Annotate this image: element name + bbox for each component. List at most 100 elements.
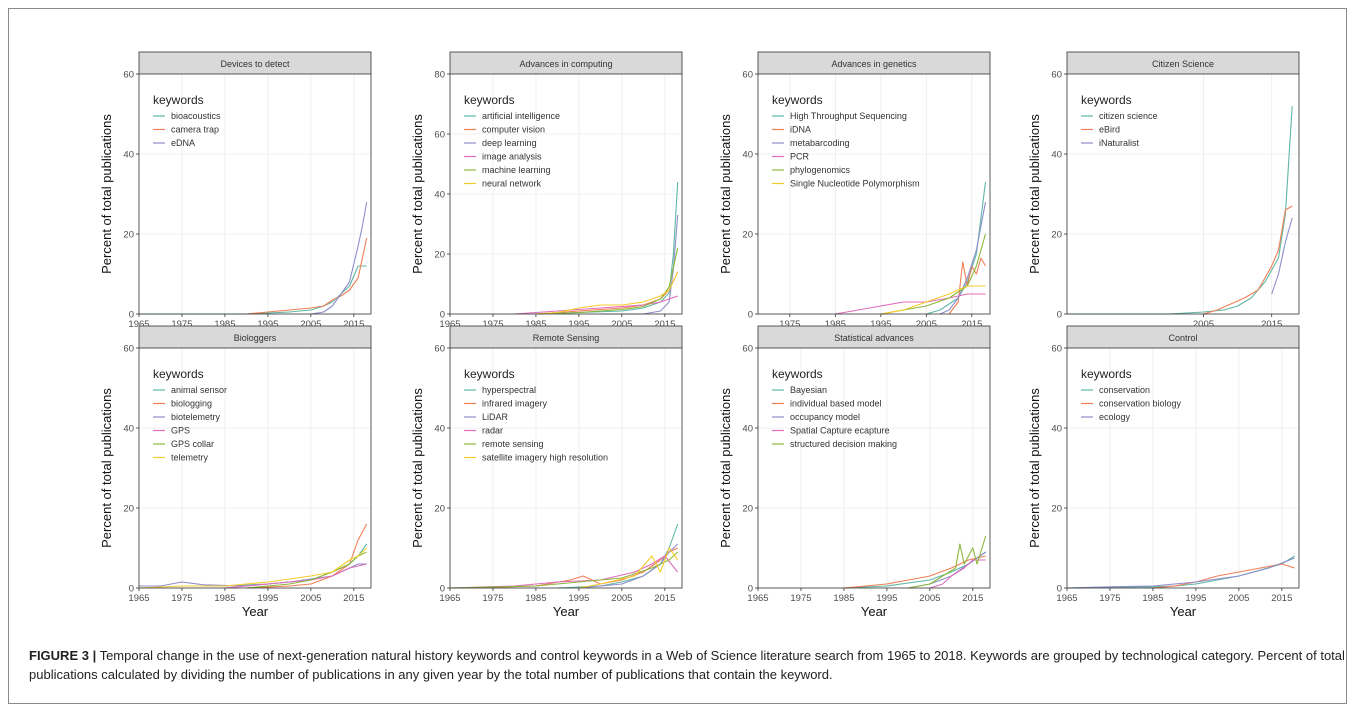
y-axis-title: Percent of total publications	[99, 388, 114, 548]
legend-label: iNaturalist	[1099, 138, 1140, 148]
y-tick-label: 0	[1057, 584, 1062, 595]
x-tick-label: 2005	[1193, 319, 1214, 330]
series-line-camera-trap	[246, 237, 368, 315]
legend-label: PCR	[790, 152, 810, 162]
series-line-ebird	[1203, 205, 1293, 315]
panel-control: Control 0 20 40 60 1965 1975 1985 1995 2005 2015 Ye…	[1027, 325, 1300, 619]
y-tick-label: 60	[742, 344, 753, 355]
series-line-bioacoustics	[139, 265, 367, 315]
series-line-neural-network	[535, 271, 679, 315]
series-line-lidar	[578, 543, 679, 589]
panel-remote-sensing: Remote Sensing 0 20 40 60 1965 1975 1985 1995 200…	[410, 325, 683, 619]
x-tick-label: 1975	[171, 319, 192, 330]
legend-label: machine learning	[482, 165, 551, 175]
y-axis-title: Percent of total publications	[718, 114, 733, 274]
panel-biologgers: Biologgers 0 20 40 60 1965 1975 1985 1995 2005 201…	[99, 325, 372, 619]
x-axis-title: Year	[553, 604, 580, 619]
legend-label: GPS collar	[171, 439, 214, 449]
x-tick-label: 2005	[919, 593, 940, 604]
legend-title: keywords	[1081, 367, 1132, 381]
series-line-radar	[449, 555, 679, 589]
plot-background	[1067, 348, 1299, 588]
plot-background	[1067, 74, 1299, 314]
figure-panels: Devices to detect 0 20 40 60 1965 1975 1985 1995…	[99, 51, 1300, 619]
legend-title: keywords	[1081, 93, 1132, 107]
plot-border	[138, 347, 372, 589]
series-line-structured-decision-making	[908, 535, 987, 589]
y-tick-label: 20	[1051, 504, 1062, 515]
panel-advances-in-computing: Advances in computing 0 20 40 60 80 1965 1975 19…	[410, 51, 683, 345]
x-tick-label: 1985	[1142, 593, 1163, 604]
x-tick-label: 1995	[257, 319, 278, 330]
x-tick-label: 1965	[747, 593, 768, 604]
x-tick-label: 2005	[300, 319, 321, 330]
figure-frame: Devices to detect 0 20 40 60 1965 1975 1985 1995…	[8, 8, 1347, 704]
y-tick-label: 0	[748, 310, 753, 321]
series-line-machine-learning	[535, 247, 679, 315]
legend-label: image analysis	[482, 152, 542, 162]
x-tick-label: 1995	[876, 593, 897, 604]
panel-title: Statistical advances	[834, 333, 914, 343]
legend-title: keywords	[772, 93, 823, 107]
panel-title: Remote Sensing	[533, 333, 600, 343]
x-tick-label: 2005	[1228, 593, 1249, 604]
legend-title: keywords	[153, 93, 204, 107]
legend-title: keywords	[464, 93, 515, 107]
x-tick-label: 2015	[1271, 593, 1292, 604]
y-tick-label: 0	[748, 584, 753, 595]
x-tick-label: 1985	[214, 593, 235, 604]
panel-title: Advances in computing	[519, 59, 612, 69]
x-tick-label: 1975	[482, 319, 503, 330]
y-tick-label: 80	[434, 70, 445, 81]
legend-label: biologging	[171, 399, 212, 409]
plot-background	[139, 348, 371, 588]
y-tick-label: 20	[123, 230, 134, 241]
legend-label: Spatial Capture ecapture	[790, 426, 890, 436]
figure-caption: FIGURE 3 | Temporal change in the use of…	[29, 647, 1349, 684]
legend-label: iDNA	[790, 125, 811, 135]
x-tick-label: 1965	[1056, 593, 1077, 604]
y-tick-label: 40	[742, 424, 753, 435]
panel-statistical-advances: Statistical advances 0 20 40 60 1965 1975 1985 1…	[718, 325, 991, 619]
legend-title: keywords	[464, 367, 515, 381]
series-line-single-nucleotide-polymorphism	[880, 285, 986, 315]
caption-text: Temporal change in the use of next-gener…	[29, 648, 1345, 682]
legend-label: infrared imagery	[482, 399, 548, 409]
legend-label: deep learning	[482, 138, 537, 148]
x-tick-label: 1985	[825, 319, 846, 330]
panel-title: Control	[1168, 333, 1197, 343]
panel-title: Biologgers	[234, 333, 277, 343]
y-axis-title: Percent of total publications	[1027, 388, 1042, 548]
y-tick-label: 60	[123, 344, 134, 355]
legend-label: remote sensing	[482, 439, 544, 449]
x-tick-label: 2015	[962, 593, 983, 604]
x-tick-label: 2015	[343, 319, 364, 330]
legend-label: biotelemetry	[171, 412, 221, 422]
x-tick-label: 1985	[525, 593, 546, 604]
series-line-telemetry	[138, 547, 368, 589]
legend-label: High Throughput Sequencing	[790, 111, 907, 121]
series-line-ecology	[1066, 557, 1295, 589]
y-axis-title: Percent of total publications	[99, 114, 114, 274]
legend-label: camera trap	[171, 125, 219, 135]
y-tick-label: 60	[434, 130, 445, 141]
legend-label: phylogenomics	[790, 165, 851, 175]
y-tick-label: 40	[123, 424, 134, 435]
legend-label: individual based model	[790, 399, 882, 409]
panel-title: Advances in genetics	[831, 59, 917, 69]
legend-label: computer vision	[482, 125, 545, 135]
x-tick-label: 1985	[214, 319, 235, 330]
legend-label: animal sensor	[171, 385, 227, 395]
plot-background	[139, 74, 371, 314]
plot-background	[758, 348, 990, 588]
legend-label: eBird	[1099, 125, 1120, 135]
y-tick-label: 60	[434, 344, 445, 355]
legend-label: hyperspectral	[482, 385, 536, 395]
y-tick-label: 0	[440, 310, 445, 321]
legend-title: keywords	[772, 367, 823, 381]
y-tick-label: 60	[742, 70, 753, 81]
x-tick-label: 1965	[439, 319, 460, 330]
x-tick-label: 1995	[568, 593, 589, 604]
x-tick-label: 1995	[1185, 593, 1206, 604]
x-tick-label: 1995	[568, 319, 589, 330]
